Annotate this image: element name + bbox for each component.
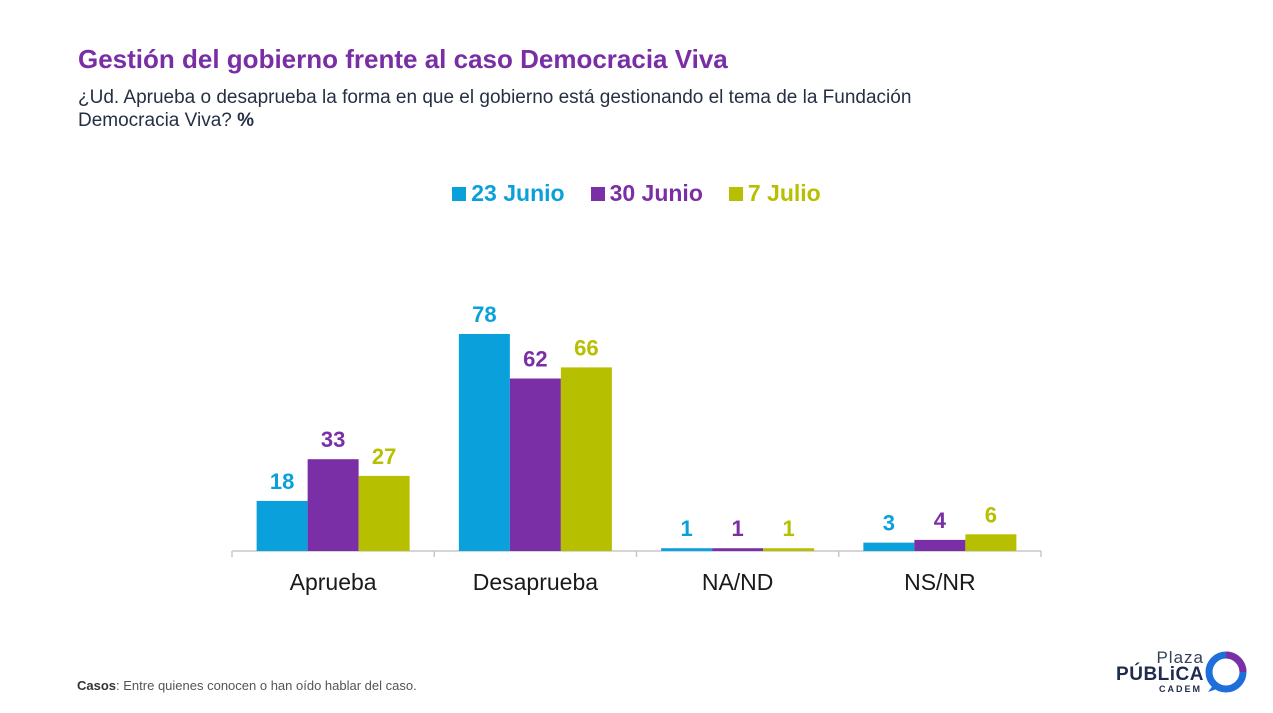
bar-aprueba-2 [358,475,410,551]
data-label: 62 [523,347,547,372]
data-label: 33 [321,427,345,452]
data-label: 4 [934,508,947,533]
legend-label-1: 30 Junio [609,180,703,206]
bar-nsnr-0 [863,542,915,551]
subtitle-question: ¿Ud. Aprueba o desaprueba la forma en qu… [78,87,912,131]
legend-item-2: 7 Julio [728,180,821,207]
category-label: NS/NR [904,569,976,595]
data-label: 78 [472,302,496,327]
data-label: 27 [372,444,396,469]
chart-legend: 23 Junio 30 Junio 7 Julio [0,180,1273,207]
category-label: NA/ND [702,569,774,595]
data-label: 3 [883,511,895,536]
bar-aprueba-0 [256,500,308,551]
footnote-label: Casos [77,678,117,693]
logo-line1: Plaza [1156,648,1204,667]
category-label: Desaprueba [473,569,599,595]
footnote-text: : Entre quienes conocen o han oído habla… [116,678,417,693]
footnote: Casos: Entre quienes conocen o han oído … [77,678,417,693]
legend-label-2: 7 Julio [747,180,821,206]
logo-mark-icon [1205,651,1247,693]
bar-desaprueba-2 [560,367,612,551]
legend-label-0: 23 Junio [471,180,565,206]
brand-logo: Plaza PÚBLiCA CADEM [1116,648,1248,698]
logo-line3: CADEM [1159,684,1202,694]
legend-item-1: 30 Junio [590,180,703,207]
chart-title: Gestión del gobierno frente al caso Demo… [78,44,728,74]
logo-line2: PÚBLiCA [1116,664,1204,685]
bar-aprueba-1 [307,459,359,551]
legend-swatch-0 [452,186,467,201]
data-label: 1 [783,516,795,541]
category-label: Aprueba [290,569,377,595]
data-label: 6 [985,502,997,527]
bar-desaprueba-0 [458,334,510,551]
legend-swatch-2 [728,186,743,201]
bar-desaprueba-1 [509,378,561,551]
data-label: 18 [270,469,294,494]
bar-nsnr-1 [914,539,966,551]
chart-subtitle: ¿Ud. Aprueba o desaprueba la forma en qu… [78,86,918,132]
legend-swatch-1 [590,186,605,201]
data-label: 1 [681,516,693,541]
bar-nand-0 [661,548,713,551]
bar-nsnr-2 [965,534,1017,551]
bar-nand-2 [763,548,815,551]
data-label: 1 [732,516,744,541]
data-label: 66 [574,335,598,360]
subtitle-unit: % [237,110,255,131]
legend-item-0: 23 Junio [452,180,565,207]
bar-nand-1 [712,548,764,551]
